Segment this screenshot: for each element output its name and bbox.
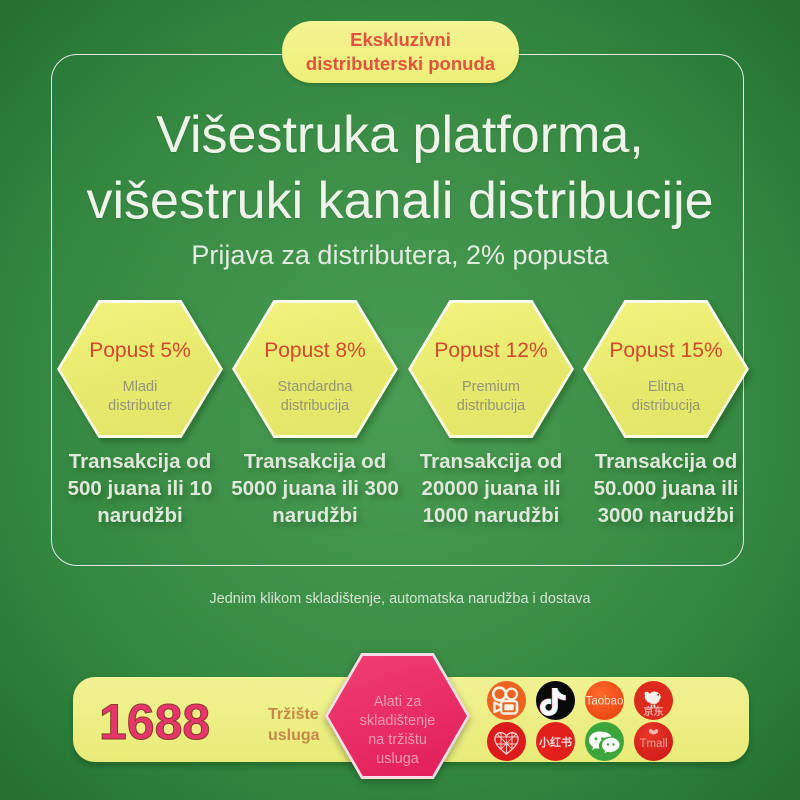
svg-text:Taobao: Taobao bbox=[586, 696, 624, 708]
svg-text:Tmall: Tmall bbox=[639, 738, 667, 750]
svg-text:#: # bbox=[505, 737, 508, 743]
svg-text:京东: 京东 bbox=[644, 705, 664, 718]
svg-text:小红书: 小红书 bbox=[538, 735, 572, 749]
